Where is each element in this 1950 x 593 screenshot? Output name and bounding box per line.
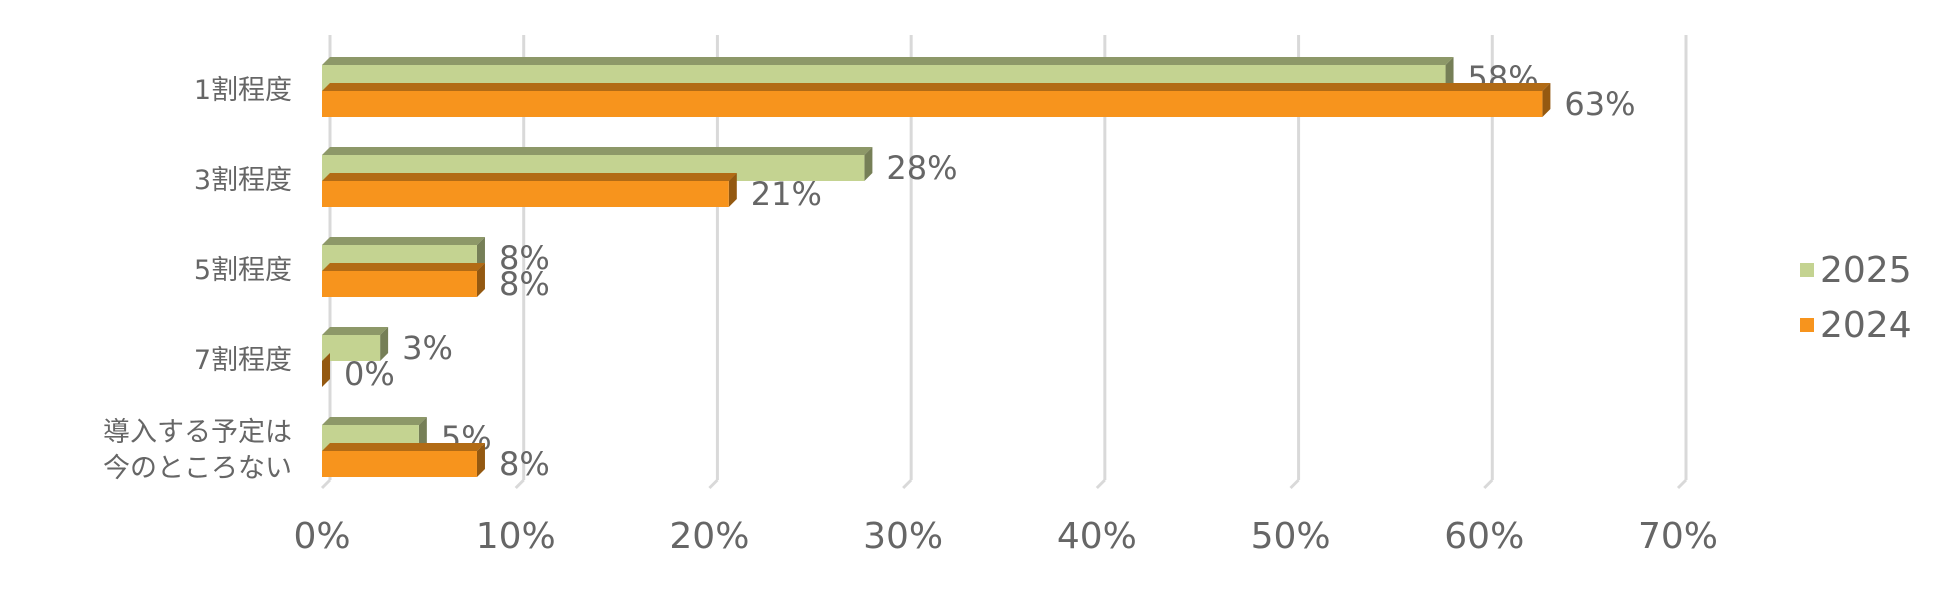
legend-swatch — [1800, 318, 1814, 332]
x-tick-label: 10% — [476, 516, 556, 557]
value-label: 3% — [402, 329, 453, 367]
grid-line-foot — [708, 478, 719, 490]
grid-line-foot — [1676, 478, 1688, 490]
bar-top — [322, 83, 1551, 91]
bar-side — [380, 327, 389, 361]
value-label: 0% — [344, 355, 395, 393]
bar-side — [418, 417, 427, 451]
y-tick-label: 導入する予定は今のところない — [103, 417, 292, 484]
bar-side — [1542, 83, 1551, 117]
x-tick-label: 70% — [1638, 516, 1718, 557]
bar-side — [322, 353, 330, 387]
bar-top — [322, 327, 389, 335]
x-tick-label: 60% — [1444, 516, 1524, 557]
y-tick-label: 5割程度 — [193, 255, 292, 286]
value-label: 21% — [751, 175, 822, 213]
grid-line-foot — [320, 478, 332, 490]
x-tick-label: 40% — [1057, 516, 1137, 557]
y-tick-label: 1割程度 — [193, 75, 292, 106]
x-tick-label: 30% — [863, 516, 943, 557]
bar-top — [322, 417, 427, 425]
legend-swatch — [1800, 263, 1814, 277]
bar-side — [1445, 57, 1454, 91]
legend-label: 2025 — [1820, 250, 1912, 291]
bar — [322, 91, 1543, 117]
bar-side — [864, 147, 873, 181]
grid-line-foot — [902, 478, 913, 490]
x-tick-label: 20% — [669, 516, 749, 557]
bar — [322, 335, 381, 361]
bar-top — [322, 173, 737, 181]
bar-side — [476, 237, 485, 271]
bar-side — [728, 173, 737, 207]
bar-top — [322, 443, 485, 451]
value-label: 8% — [499, 265, 550, 303]
value-label: 8% — [499, 239, 550, 277]
grid-line-foot — [1095, 478, 1106, 490]
y-tick-label: 7割程度 — [193, 345, 292, 376]
grid-line-foot — [1483, 478, 1494, 490]
bar — [322, 181, 729, 207]
bar-top — [322, 147, 873, 155]
bar-side — [476, 263, 485, 297]
value-label: 8% — [499, 445, 550, 483]
bar-top — [322, 263, 485, 271]
x-tick-label: 50% — [1251, 516, 1331, 557]
legend-label: 2024 — [1820, 305, 1912, 346]
value-label: 28% — [886, 149, 957, 187]
y-tick-label: 3割程度 — [193, 165, 292, 196]
x-tick-label: 0% — [293, 516, 350, 557]
bar-top — [322, 237, 485, 245]
bar-top — [322, 57, 1454, 65]
grid-line-foot — [514, 478, 525, 490]
value-label: 63% — [1564, 85, 1635, 123]
bar — [322, 451, 477, 477]
grid-line-foot — [1289, 478, 1300, 490]
bar-side — [476, 443, 485, 477]
bar — [322, 271, 477, 297]
